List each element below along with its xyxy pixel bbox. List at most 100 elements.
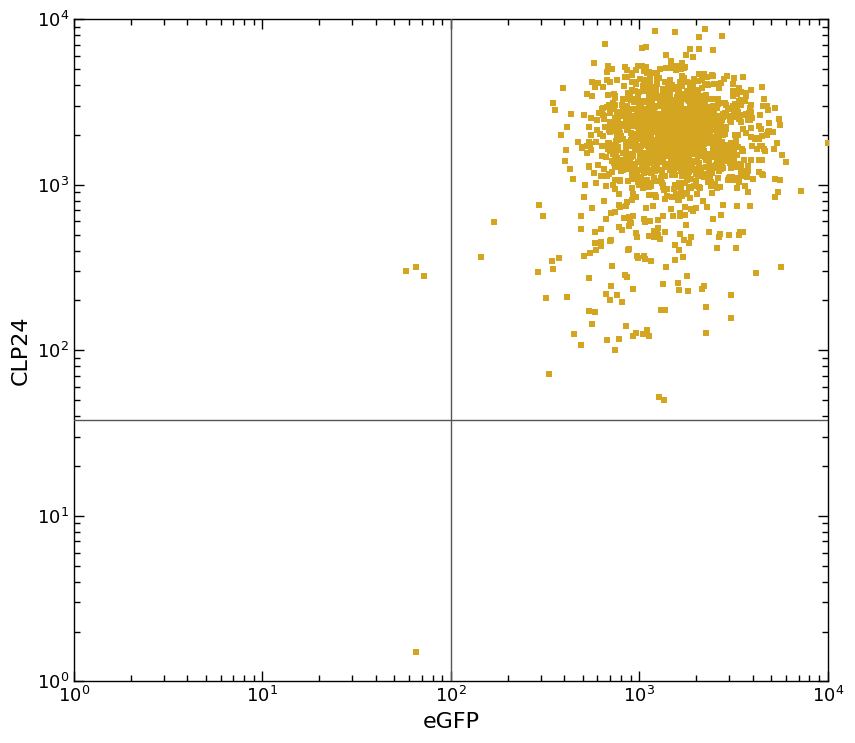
Point bbox=[671, 181, 685, 193]
Point bbox=[669, 103, 683, 114]
Point bbox=[666, 137, 680, 149]
Point bbox=[545, 256, 559, 267]
Point bbox=[634, 118, 647, 130]
Point bbox=[588, 81, 602, 93]
Point bbox=[659, 261, 673, 273]
Point bbox=[658, 226, 672, 238]
Point bbox=[605, 116, 619, 128]
Point bbox=[666, 131, 680, 143]
Point bbox=[631, 87, 645, 99]
Point bbox=[687, 137, 700, 149]
Point bbox=[709, 140, 722, 152]
Point bbox=[669, 141, 683, 153]
Point bbox=[636, 111, 650, 123]
Point bbox=[648, 134, 662, 146]
Point bbox=[755, 131, 769, 143]
Point bbox=[632, 104, 646, 116]
Point bbox=[697, 145, 711, 157]
Point bbox=[669, 81, 682, 93]
Point bbox=[638, 158, 652, 170]
Point bbox=[654, 172, 668, 184]
Point bbox=[660, 189, 674, 201]
Point bbox=[707, 78, 721, 90]
Point bbox=[655, 92, 669, 104]
Point bbox=[736, 227, 750, 239]
Point bbox=[669, 179, 682, 191]
Point bbox=[628, 85, 641, 97]
Point bbox=[633, 171, 646, 183]
Point bbox=[726, 175, 740, 186]
Point bbox=[716, 30, 729, 42]
Point bbox=[640, 135, 653, 147]
Point bbox=[655, 166, 669, 178]
Point bbox=[727, 100, 740, 111]
Point bbox=[620, 124, 634, 136]
Point bbox=[628, 135, 642, 147]
Point bbox=[640, 97, 653, 108]
Point bbox=[631, 120, 645, 132]
Point bbox=[624, 217, 638, 229]
Point bbox=[705, 118, 718, 130]
Point bbox=[626, 330, 640, 342]
Point bbox=[675, 80, 689, 92]
Point bbox=[722, 146, 736, 158]
Point bbox=[607, 120, 621, 132]
Point bbox=[601, 143, 615, 155]
Point bbox=[656, 210, 669, 221]
Point bbox=[613, 201, 627, 213]
Point bbox=[684, 231, 698, 243]
Point bbox=[716, 141, 730, 153]
Point bbox=[669, 139, 682, 151]
Point bbox=[712, 165, 726, 177]
Point bbox=[626, 150, 640, 162]
Point bbox=[694, 283, 708, 295]
Point bbox=[760, 100, 774, 112]
Point bbox=[715, 210, 728, 221]
Point bbox=[597, 195, 610, 207]
Point bbox=[732, 141, 746, 153]
Point bbox=[703, 155, 716, 167]
Point bbox=[677, 143, 691, 155]
Point bbox=[677, 126, 691, 138]
Point bbox=[686, 134, 699, 146]
Point bbox=[739, 95, 752, 107]
Point bbox=[671, 150, 685, 162]
Point bbox=[667, 114, 681, 126]
Point bbox=[680, 138, 693, 150]
Point bbox=[660, 139, 674, 151]
Point bbox=[657, 111, 671, 123]
Point bbox=[608, 100, 622, 111]
Point bbox=[687, 137, 701, 149]
Point bbox=[660, 88, 674, 100]
Point bbox=[697, 146, 711, 158]
Point bbox=[664, 155, 678, 166]
Point bbox=[656, 153, 669, 165]
Point bbox=[653, 108, 667, 120]
Point bbox=[584, 112, 598, 124]
Point bbox=[711, 137, 724, 149]
Point bbox=[563, 163, 576, 175]
Point bbox=[634, 100, 648, 111]
Point bbox=[620, 108, 634, 120]
Point bbox=[597, 163, 610, 175]
Point bbox=[637, 117, 651, 129]
Point bbox=[681, 108, 694, 120]
Point bbox=[650, 228, 663, 240]
Point bbox=[636, 80, 650, 91]
Point bbox=[642, 143, 656, 155]
Point bbox=[677, 149, 691, 161]
Point bbox=[692, 129, 705, 140]
Point bbox=[679, 137, 693, 149]
Point bbox=[604, 126, 617, 138]
Point bbox=[705, 134, 719, 146]
Point bbox=[711, 242, 724, 254]
Point bbox=[693, 123, 707, 135]
Point bbox=[732, 176, 746, 188]
Point bbox=[640, 123, 654, 135]
Point bbox=[623, 137, 637, 149]
Point bbox=[628, 160, 642, 172]
Point bbox=[686, 156, 699, 168]
Point bbox=[695, 111, 709, 123]
Point bbox=[577, 192, 591, 204]
Point bbox=[672, 114, 686, 126]
